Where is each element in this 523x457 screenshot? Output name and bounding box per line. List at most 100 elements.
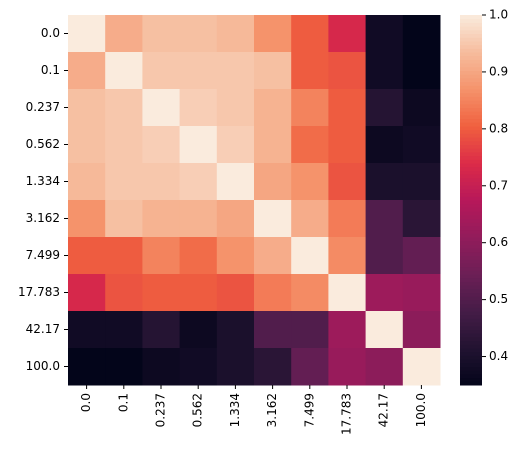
heatmap-cell (216, 348, 255, 386)
heatmap-cell (68, 163, 106, 201)
heatmap-cell (105, 200, 143, 238)
heatmap-cell (105, 52, 143, 90)
heatmap-cell (68, 274, 106, 312)
heatmap-cell (216, 52, 255, 90)
heatmap-cell (291, 15, 329, 53)
colorbar-segment (460, 111, 482, 116)
x-tick-label: 0.0 (79, 393, 93, 412)
heatmap-cell (105, 274, 143, 312)
heatmap-cell (179, 163, 218, 201)
y-tick-label: 3.162 (26, 211, 60, 225)
colorbar-segment (460, 52, 482, 57)
colorbar-segment (460, 148, 482, 153)
colorbar-segment (460, 377, 482, 382)
colorbar-segment (460, 259, 482, 264)
colorbar-segment (460, 381, 482, 386)
heatmap-cell (291, 348, 329, 386)
heatmap-cell (291, 274, 329, 312)
colorbar-segment (460, 92, 482, 97)
colorbar-segment (460, 370, 482, 375)
heatmap-cell (254, 15, 292, 53)
heatmap-cell (291, 89, 329, 127)
heatmap-cell (254, 52, 292, 90)
heatmap-cell (365, 89, 404, 127)
colorbar-segment (460, 203, 482, 208)
heatmap-cell (216, 311, 255, 349)
heatmap-cell (216, 89, 255, 127)
heatmap-cell (254, 348, 292, 386)
heatmap-cell (291, 200, 329, 238)
colorbar-segment (460, 322, 482, 327)
heatmap-cell (216, 237, 255, 275)
colorbar-segment (460, 277, 482, 282)
x-tick-label: 1.334 (228, 393, 242, 427)
heatmap-cell (142, 274, 181, 312)
x-tick-label: 0.237 (154, 393, 168, 427)
heatmap-cell (68, 126, 106, 164)
colorbar-segment (460, 233, 482, 238)
y-tick-label: 0.237 (26, 100, 60, 114)
heatmap-cell (179, 274, 218, 312)
colorbar-tick-label: 0.9 (489, 64, 508, 78)
heatmap-cell (142, 200, 181, 238)
colorbar-segment (460, 255, 482, 260)
colorbar-tick-label: 0.6 (489, 235, 508, 249)
heatmap-cell (105, 163, 143, 201)
heatmap-cell (216, 163, 255, 201)
heatmap-cell (68, 15, 106, 53)
heatmap-cell (328, 348, 367, 386)
colorbar-segment (460, 362, 482, 367)
colorbar-segment (460, 63, 482, 68)
heatmap-cell (68, 89, 106, 127)
colorbar-segment (460, 177, 482, 182)
heatmap-cell (328, 126, 367, 164)
colorbar-tick-label: 0.4 (489, 349, 508, 363)
heatmap-cell (179, 200, 218, 238)
colorbar-segment (460, 222, 482, 227)
colorbar-segment (460, 181, 482, 186)
colorbar-segment (460, 122, 482, 127)
heatmap-cell (105, 311, 143, 349)
heatmap-cell (179, 348, 218, 386)
y-tick-label: 0.1 (41, 63, 60, 77)
colorbar-segment (460, 170, 482, 175)
colorbar-segment (460, 266, 482, 271)
heatmap-cell (105, 89, 143, 127)
colorbar-segment (460, 96, 482, 101)
heatmap-cell (142, 52, 181, 90)
colorbar-segment (460, 296, 482, 301)
heatmap-cell (328, 200, 367, 238)
colorbar-segment (460, 137, 482, 142)
colorbar-segment (460, 355, 482, 360)
heatmap-cell (328, 311, 367, 349)
colorbar-segment (460, 114, 482, 120)
heatmap-cell (216, 126, 255, 164)
colorbar-segment (460, 262, 482, 268)
heatmap-cell (291, 163, 329, 201)
x-tick-label: 0.562 (191, 393, 205, 427)
colorbar-segment (460, 33, 482, 38)
colorbar-segment (460, 126, 482, 131)
heatmap-cell (328, 15, 367, 53)
heatmap-cell (328, 163, 367, 201)
heatmap-cell (254, 274, 292, 312)
heatmap-cell (365, 274, 404, 312)
heatmap-cell (365, 15, 404, 53)
heatmap-cell (254, 163, 292, 201)
colorbar-segment (460, 166, 482, 171)
heatmap-cell (328, 89, 367, 127)
heatmap-cell (402, 15, 441, 53)
heatmap-cell (105, 348, 143, 386)
y-tick-label: 17.783 (18, 285, 60, 299)
heatmap-cell (291, 126, 329, 164)
colorbar-segment (460, 240, 482, 245)
colorbar-tick-label: 0.5 (489, 292, 508, 306)
heatmap-cell (216, 15, 255, 53)
heatmap-cell (254, 200, 292, 238)
heatmap-cell (105, 237, 143, 275)
heatmap-cell (68, 237, 106, 275)
colorbar-segment (460, 89, 482, 94)
colorbar-segment (460, 22, 482, 27)
heatmap-cell (365, 52, 404, 90)
heatmap-cell (402, 126, 441, 164)
